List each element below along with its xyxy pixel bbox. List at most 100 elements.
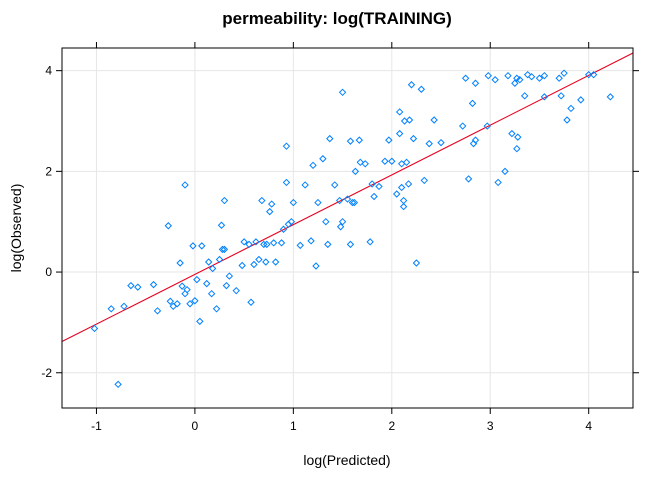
data-point (322, 217, 330, 226)
data-point (166, 297, 175, 305)
data-point (164, 222, 173, 230)
data-point (178, 282, 186, 290)
data-point (90, 324, 99, 333)
data-point (326, 134, 334, 143)
data-point (520, 92, 529, 100)
data-point (514, 133, 522, 141)
data-point (217, 221, 226, 229)
data-point (335, 196, 344, 205)
data-point (208, 264, 217, 273)
data-point (535, 74, 544, 82)
data-point (191, 297, 199, 305)
data-point (555, 74, 563, 82)
data-point (314, 198, 322, 207)
data-point (183, 285, 191, 294)
data-point (461, 74, 470, 82)
data-point (127, 281, 135, 290)
y-tick-label: 4 (45, 64, 52, 78)
data-point (296, 241, 304, 250)
data-point (238, 261, 246, 270)
data-point (289, 198, 298, 207)
data-point (271, 258, 280, 266)
data-point (397, 183, 406, 192)
data-point (279, 225, 288, 233)
data-point (420, 176, 428, 185)
data-point (193, 275, 201, 284)
data-point (589, 70, 598, 79)
data-point (149, 280, 158, 289)
data-point (540, 93, 549, 101)
data-point (269, 239, 278, 247)
data-point (557, 92, 565, 100)
data-point (540, 71, 549, 80)
fit-line (61, 52, 634, 343)
x-axis-label: log(Predicted) (303, 452, 390, 468)
data-point (107, 305, 115, 313)
data-point (134, 283, 142, 291)
data-point (309, 161, 317, 170)
data-point (301, 181, 309, 189)
data-point (263, 240, 271, 249)
data-point (468, 99, 477, 108)
data-point (255, 255, 263, 264)
data-point (577, 96, 585, 104)
data-point (400, 117, 409, 125)
data-point (368, 180, 376, 188)
data-point (399, 196, 408, 205)
x-tick-label: 2 (388, 419, 395, 433)
data-point (370, 192, 378, 201)
data-point (395, 129, 404, 138)
data-point (250, 260, 258, 269)
x-tick-label: 4 (585, 419, 592, 433)
data-point (388, 157, 396, 165)
data-point (220, 245, 229, 254)
data-point (350, 198, 359, 207)
data-point (346, 137, 355, 145)
data-point (464, 175, 473, 183)
data-point (336, 223, 345, 231)
data-point (218, 245, 227, 254)
data-point (324, 240, 332, 249)
data-point (338, 88, 347, 97)
data-point (319, 155, 327, 163)
data-point (287, 217, 296, 226)
data-points (90, 69, 615, 389)
data-point (361, 160, 369, 168)
y-axis-label: log(Observed) (8, 184, 24, 273)
axis-ticks: -1 0 1 2 3 4 -2 0 2 4 (41, 42, 639, 433)
data-point (338, 217, 347, 226)
data-point (173, 300, 181, 308)
data-point (417, 85, 426, 93)
data-point (381, 157, 389, 165)
data-point (407, 81, 416, 89)
y-tick-label: 2 (45, 164, 52, 178)
data-point (527, 72, 536, 81)
data-point (181, 289, 189, 298)
x-tick-label: -1 (91, 419, 102, 433)
data-point (412, 259, 421, 267)
data-point (312, 262, 320, 270)
data-point (282, 178, 291, 187)
data-point (222, 281, 231, 290)
data-point (348, 198, 357, 207)
data-point (385, 136, 393, 144)
data-point (523, 70, 532, 79)
data-point (282, 142, 291, 150)
data-point (504, 71, 512, 80)
data-point (491, 76, 499, 84)
grid-lines (62, 48, 633, 408)
data-point (567, 104, 575, 113)
data-point (204, 258, 213, 266)
data-point (181, 181, 189, 189)
data-point (346, 240, 355, 249)
data-point (409, 134, 418, 143)
data-point (277, 239, 286, 247)
data-point (330, 181, 339, 189)
data-point (203, 279, 211, 288)
data-point (430, 116, 438, 124)
data-point (245, 240, 253, 249)
data-point (232, 286, 240, 295)
data-point (220, 196, 229, 205)
data-point (225, 272, 234, 280)
data-point (393, 190, 401, 198)
